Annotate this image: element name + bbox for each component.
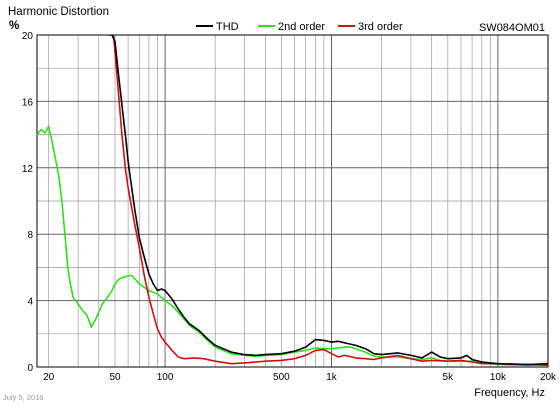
legend-label-thd: THD: [216, 21, 239, 33]
x-tick-label: 100: [157, 372, 174, 383]
footer-date: July 5, 2016: [3, 393, 44, 402]
x-tick-labels: 20 50 100 500 1k 5k 10k 20k: [43, 372, 557, 383]
legend: THD 2nd order 3rd order: [196, 21, 403, 33]
legend-item-2nd-order: 2nd order: [258, 21, 325, 33]
legend-item-thd: THD: [196, 21, 239, 33]
y-axis-label: %: [9, 20, 19, 32]
y-tick-label: 12: [22, 164, 34, 175]
x-tick-label: 500: [273, 372, 290, 383]
series-layer: [37, 35, 548, 367]
x-tick-label: 5k: [443, 372, 455, 383]
model-label: SW084OM01: [479, 22, 545, 34]
x-tick-label: 10k: [490, 372, 507, 383]
series-line-2nd-order: [37, 125, 548, 367]
x-tick-label: 20k: [540, 372, 557, 383]
y-tick-label: 16: [22, 97, 34, 108]
series-line-3rd-order: [112, 35, 548, 367]
legend-item-3rd-order: 3rd order: [338, 21, 403, 33]
legend-label-3rd-order: 3rd order: [358, 21, 403, 33]
x-tick-label: 50: [109, 372, 121, 383]
y-tick-label: 20: [22, 31, 34, 42]
y-tick-label: 4: [27, 297, 33, 308]
y-tick-label: 0: [27, 363, 33, 374]
chart-title: Harmonic Distortion: [8, 6, 109, 18]
x-tick-label: 1k: [326, 372, 338, 383]
legend-label-2nd-order: 2nd order: [278, 21, 325, 33]
y-tick-labels: 0 4 8 12 16 20: [22, 31, 34, 374]
x-axis-label: Frequency, Hz: [474, 387, 545, 399]
series-line-thd: [108, 35, 548, 366]
major-grid: [37, 35, 548, 367]
plot-area: [36, 34, 549, 368]
x-tick-label: 20: [43, 372, 55, 383]
y-tick-label: 8: [27, 230, 33, 241]
minor-grid: [37, 35, 548, 367]
